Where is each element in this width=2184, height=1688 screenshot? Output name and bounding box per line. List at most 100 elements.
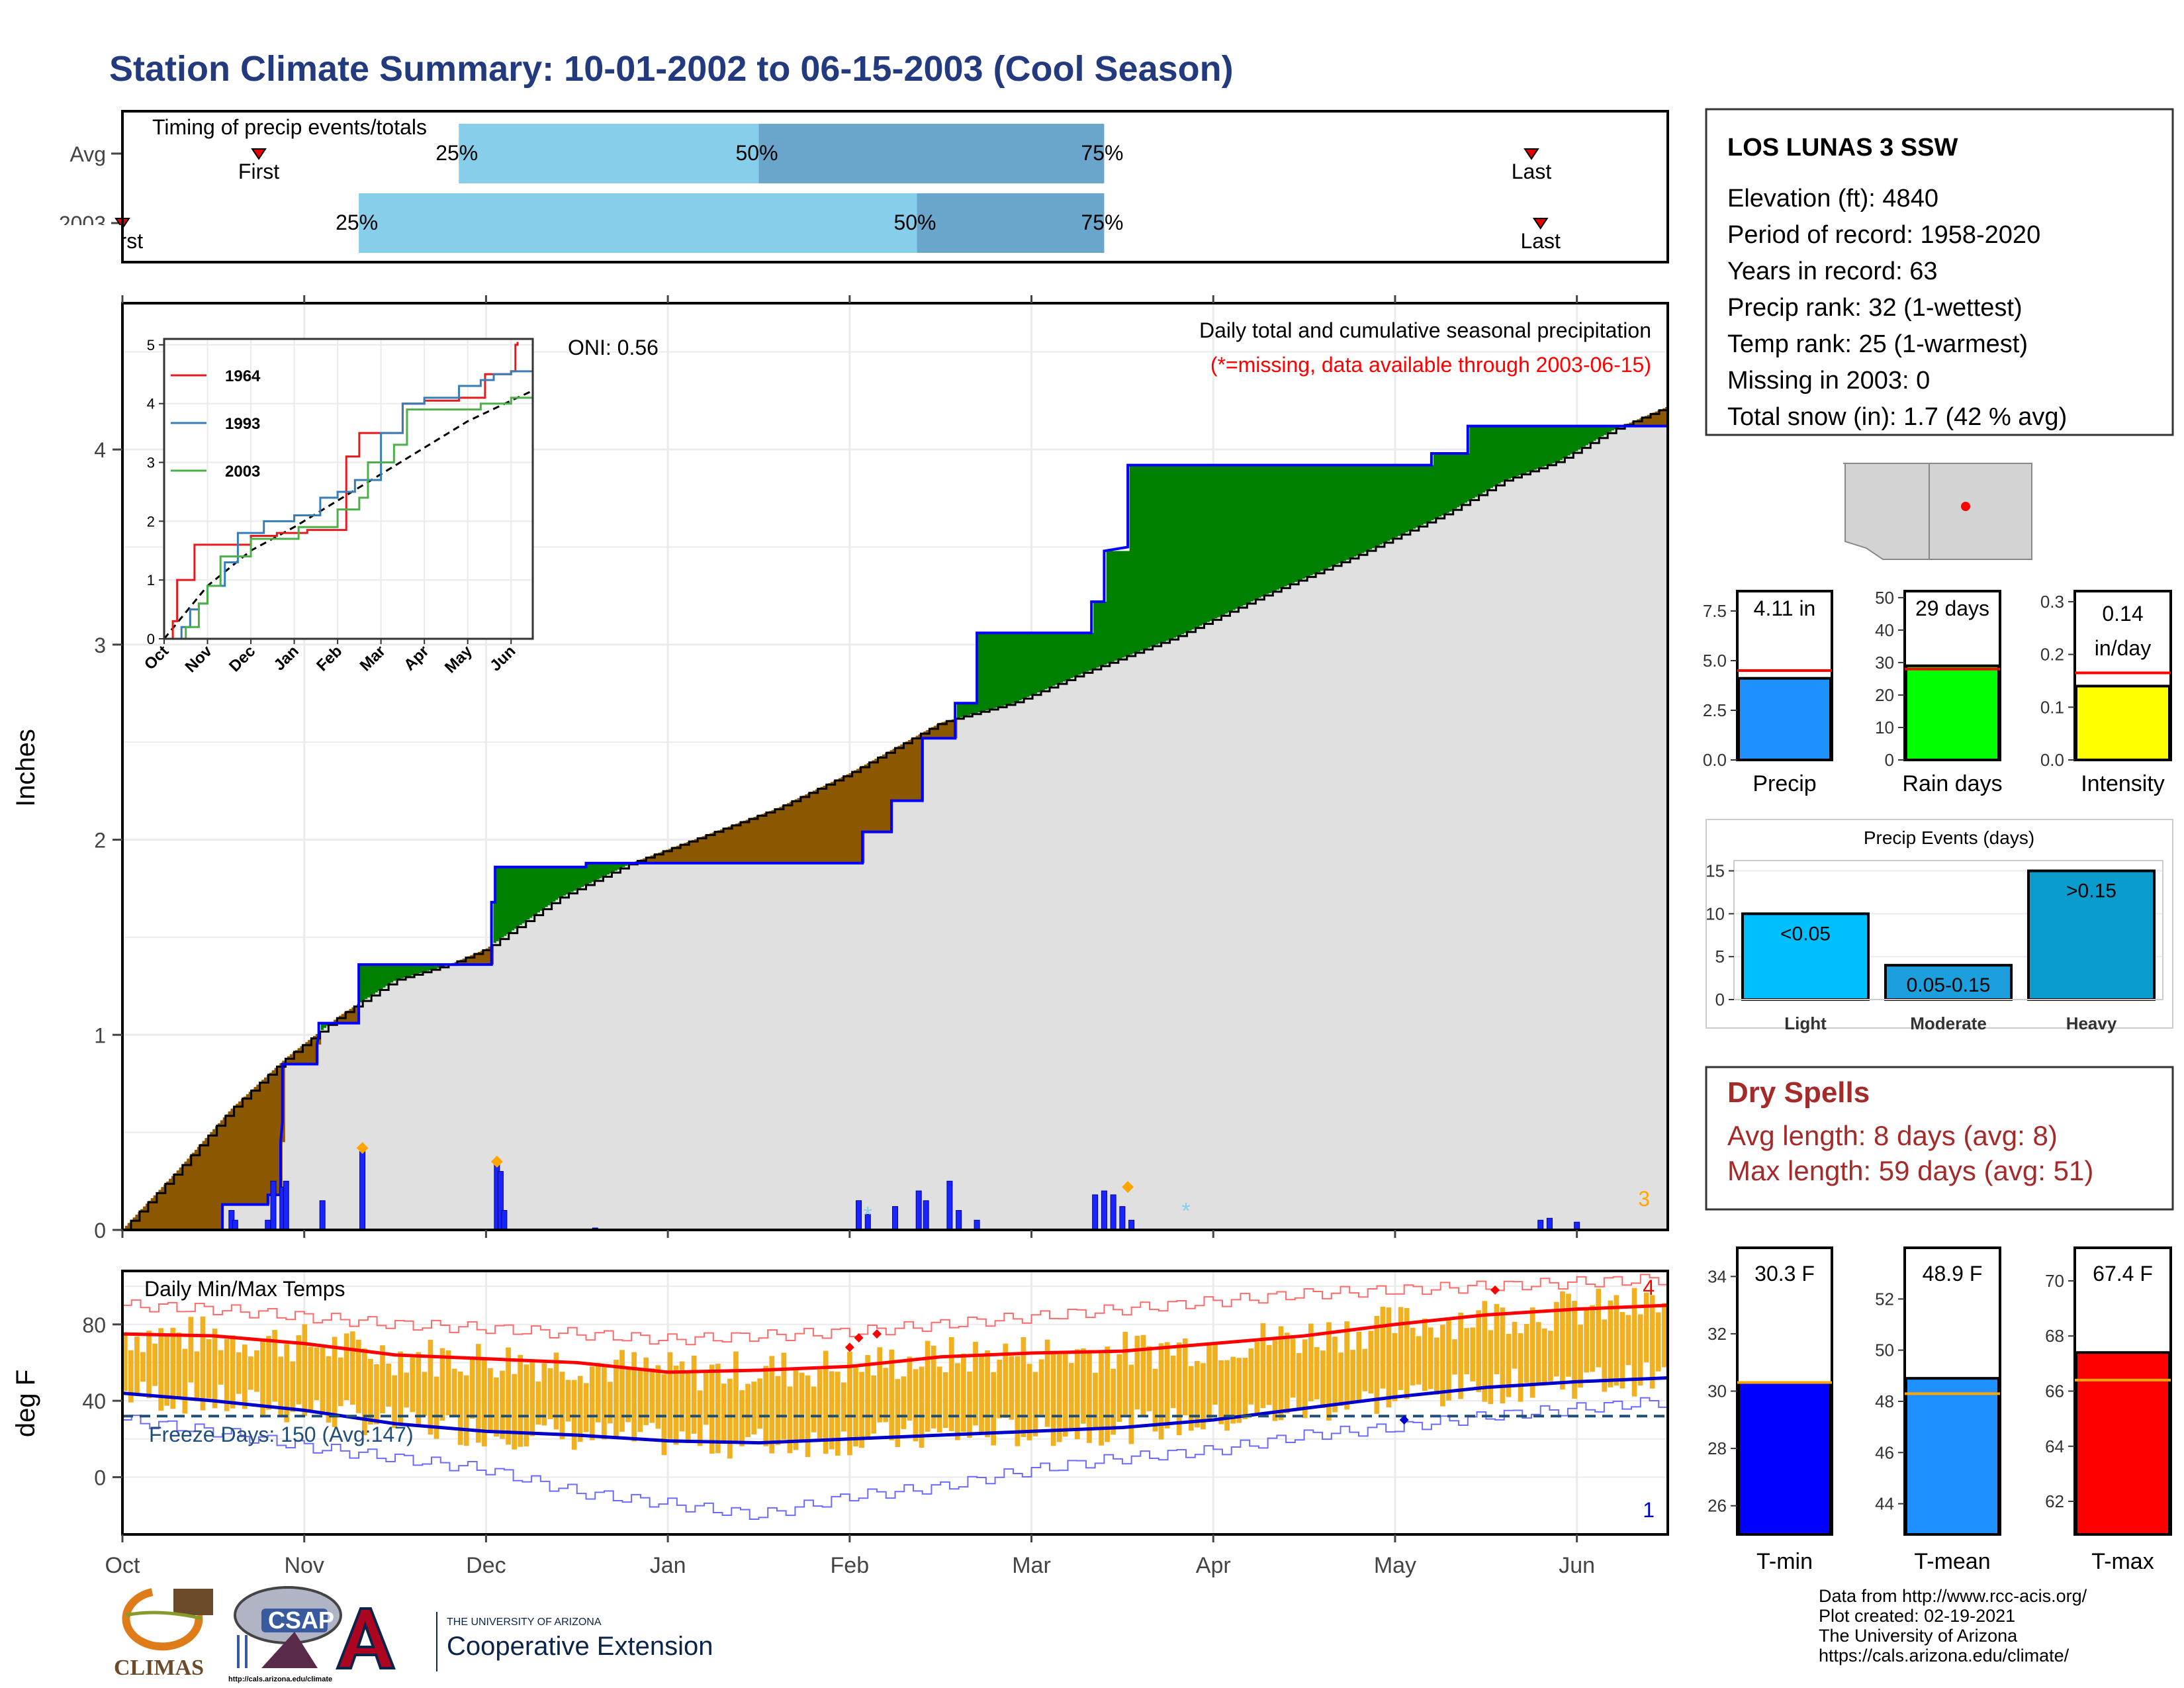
average-low-line (122, 1376, 1668, 1445)
ua-big-text: Cooperative Extension (447, 1632, 713, 1661)
inset-x-tick-label: Oct (141, 642, 172, 673)
temp-value-label: 67.4 F (2093, 1262, 2153, 1286)
summary-y-tick-label: 7.5 (1703, 601, 1727, 621)
events-bar (2026, 869, 2156, 1001)
daily-precip-bar (974, 1219, 980, 1231)
events-frame (1733, 860, 2163, 1000)
events-category-label: Light (1784, 1013, 1827, 1033)
temp-bar-y-tick-label: 26 (1707, 1496, 1727, 1516)
daily-precip-bar (915, 1190, 922, 1231)
temp-bar-y-tick-label: 32 (1707, 1324, 1727, 1344)
temp-bar-y-tick-label: 48 (1875, 1391, 1894, 1411)
month-tick-label: May (1374, 1553, 1416, 1578)
daily-precip-bar (923, 1200, 929, 1231)
page-title: Station Climate Summary: 10-01-2002 to 0… (109, 49, 1234, 89)
station-info-line: Total snow (in): 1.7 (42 % avg) (1727, 403, 2067, 431)
summary-y-tick-label: 0.3 (2040, 592, 2064, 612)
timing-last-label: Last (1520, 229, 1561, 253)
daily-precip-bar (1128, 1219, 1135, 1231)
extreme-precip-marker (356, 1142, 369, 1154)
station-info-line: Years in record: 63 (1727, 258, 1938, 285)
summary-y-tick-label: 10 (1875, 718, 1894, 737)
summary-bar-1 (1905, 664, 2000, 761)
precip-events-chart: Precip Events (days) <0.05 Light 0.05-0.15 M… (1706, 819, 2173, 1033)
temp-y-tick-label: 80 (82, 1313, 106, 1337)
climas-logo-text: CLIMAS (114, 1656, 204, 1680)
month-tick-label: Jan (650, 1553, 686, 1578)
station-info-line: Temp rank: 25 (1-warmest) (1727, 330, 2028, 358)
daily-precip-bar (359, 1147, 366, 1231)
extreme-precip-marker (490, 1155, 503, 1168)
timing-row-label: Avg (69, 142, 106, 166)
daily-precip-bar (1110, 1194, 1116, 1231)
climas-logo: CLIMAS (114, 1588, 213, 1680)
summary-value-label: 29 days (1915, 596, 1989, 620)
inset-y-tick-label: 2 (147, 513, 155, 530)
precip-y-axis-label: Inches (11, 729, 40, 807)
events-bar-label: >0.15 (2066, 880, 2116, 902)
summary-y-tick-label: 0.0 (2040, 750, 2064, 770)
record-high-marker (1490, 1285, 1500, 1295)
precip-missing-caption: (*=missing, data available through 2003-… (1210, 353, 1651, 377)
events-y-tick-label: 0 (1715, 990, 1725, 1009)
precip-caption: Daily total and cumulative seasonal prec… (1199, 318, 1651, 342)
events-bar (1741, 912, 1870, 1001)
temp-y-tick-label: 0 (94, 1466, 106, 1489)
temp-bar-1 (1905, 1377, 2000, 1536)
month-tick-label: Mar (1012, 1553, 1051, 1578)
station-info-box: LOS LUNAS 3 SSW Elevation (ft): 4840 Perio… (1705, 108, 2174, 436)
inset-x-tick-label: Dec (226, 642, 259, 675)
csap-logo-text: CSAP (268, 1607, 334, 1634)
precip-frame (121, 302, 1669, 1231)
daily-precip-bar (1092, 1194, 1099, 1231)
summary-y-tick-label: 0.0 (1703, 750, 1727, 770)
inset-x-tick-label: Jun (486, 642, 519, 675)
temp-frame (121, 1270, 1669, 1536)
timing-title: Timing of precip events/totals (152, 115, 427, 139)
timing-bar-50-75 (917, 193, 1105, 253)
temp-bar-y-tick-label: 44 (1875, 1494, 1894, 1514)
events-y-tick-label: 5 (1715, 947, 1725, 966)
temp-bar-y-tick-label: 52 (1875, 1289, 1894, 1309)
temp-bar-y-tick-label: 68 (2045, 1326, 2064, 1346)
station-location-dot (1961, 502, 1970, 511)
extreme-precip-marker (1122, 1181, 1134, 1194)
snow-marker: * (864, 1202, 872, 1227)
station-info-line: Period of record: 1958-2020 (1727, 221, 2040, 249)
record-high-marker (854, 1333, 864, 1342)
temp-bar-y-tick-label: 66 (2045, 1382, 2064, 1401)
temp-bar-y-tick-label: 62 (2045, 1491, 2064, 1511)
temp-top-count: 4 (1643, 1276, 1655, 1299)
credit-line: Data from http://www.rcc-acis.org/ (1819, 1586, 2087, 1606)
temp-value-label: 30.3 F (1754, 1262, 1815, 1286)
temp-summary-bars: 30.3 F 26 28 30 32 34 T-min 48.9 F 44 46 48 50 52 T-m… (1707, 1246, 2172, 1574)
timing-bar-25-50 (359, 193, 917, 253)
credit-line: https://cals.arizona.edu/climate/ (1819, 1646, 2070, 1665)
inset-legend-label: 1964 (225, 367, 261, 385)
daily-precip-bar (501, 1210, 508, 1231)
temp-bar-name: T-mean (1914, 1549, 1990, 1574)
temp-bar-y-tick-label: 28 (1707, 1438, 1727, 1458)
summary-y-tick-label: 0 (1885, 750, 1894, 770)
record-low-marker (1399, 1415, 1409, 1425)
timing-label-75: 75% (1081, 141, 1123, 165)
precip-y-tick-label: 3 (94, 633, 106, 657)
precip-y-tick-label: 4 (94, 438, 106, 462)
timing-bar-25-50 (459, 124, 759, 183)
inset-x-tick-label: Nov (182, 642, 216, 677)
temp-bar-y-tick-label: 46 (1875, 1442, 1894, 1462)
daily-precip-bar (265, 1219, 271, 1231)
snow-marker: * (1181, 1199, 1190, 1224)
summary-y-tick-label: 30 (1875, 653, 1894, 673)
inset-series-2003 (164, 397, 534, 640)
new-mexico-shape (1929, 463, 2032, 560)
inset-frame (163, 338, 534, 640)
month-tick-label: Apr (1196, 1553, 1231, 1578)
above-average-area (320, 426, 1622, 1030)
timing-last-marker (1524, 148, 1539, 160)
inset-x-tick-label: Mar (357, 642, 389, 675)
inset-background (164, 339, 533, 639)
summary-bar-name: Intensity (2081, 771, 2165, 796)
temp-bar-y-tick-label: 50 (1875, 1340, 1894, 1360)
inset-y-tick-label: 3 (147, 455, 155, 471)
